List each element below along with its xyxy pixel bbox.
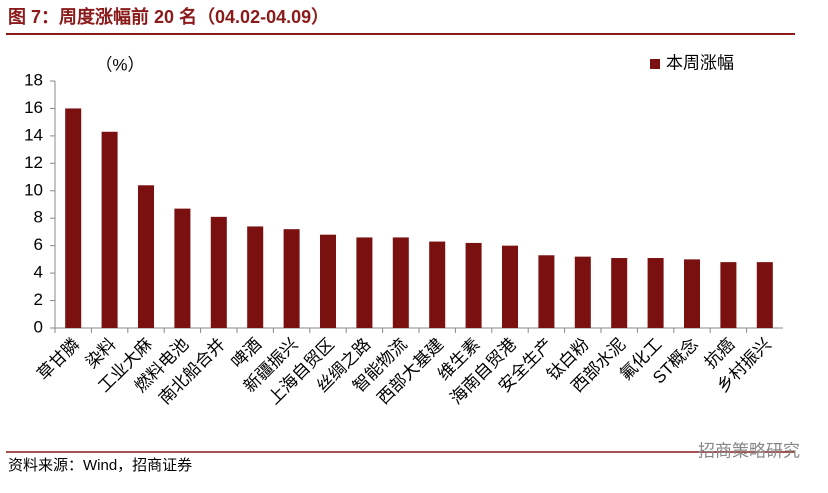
bar bbox=[756, 262, 773, 328]
bar bbox=[392, 237, 409, 328]
bar bbox=[356, 237, 373, 328]
bar bbox=[501, 245, 519, 328]
bar bbox=[137, 185, 155, 328]
bar bbox=[611, 258, 628, 328]
bar bbox=[683, 259, 701, 328]
y-tick-label: 14 bbox=[24, 125, 43, 144]
bar bbox=[283, 229, 300, 328]
bar bbox=[247, 226, 264, 328]
watermark: 招商策略研究 bbox=[698, 441, 800, 460]
legend-label: 本周涨幅 bbox=[666, 53, 734, 72]
bar bbox=[319, 234, 337, 328]
chart-title: 图 7：周度涨幅前 20 名（04.02-04.09） bbox=[8, 6, 329, 27]
bar bbox=[720, 262, 737, 328]
bar bbox=[101, 131, 118, 328]
y-tick-label: 10 bbox=[24, 180, 43, 199]
bar bbox=[465, 242, 482, 328]
legend-swatch bbox=[650, 59, 660, 69]
y-tick-label: 6 bbox=[34, 235, 43, 254]
y-tick-label: 4 bbox=[34, 263, 43, 282]
bar bbox=[429, 241, 446, 328]
y-tick-label: 16 bbox=[24, 98, 43, 117]
bar bbox=[647, 258, 664, 328]
x-tick-label: 草甘膦 bbox=[34, 335, 83, 384]
bar bbox=[538, 255, 555, 328]
y-tick-label: 0 bbox=[34, 317, 43, 336]
y-tick-label: 12 bbox=[24, 153, 43, 172]
y-tick-label: 2 bbox=[34, 290, 43, 309]
bar bbox=[574, 256, 591, 328]
unit-label: （%） bbox=[95, 55, 144, 74]
bar bbox=[174, 208, 191, 328]
y-tick-label: 8 bbox=[34, 208, 43, 227]
y-tick-label: 18 bbox=[24, 70, 43, 89]
bar bbox=[65, 108, 82, 328]
bar bbox=[210, 216, 227, 328]
source: 资料来源：Wind，招商证券 bbox=[8, 457, 192, 474]
